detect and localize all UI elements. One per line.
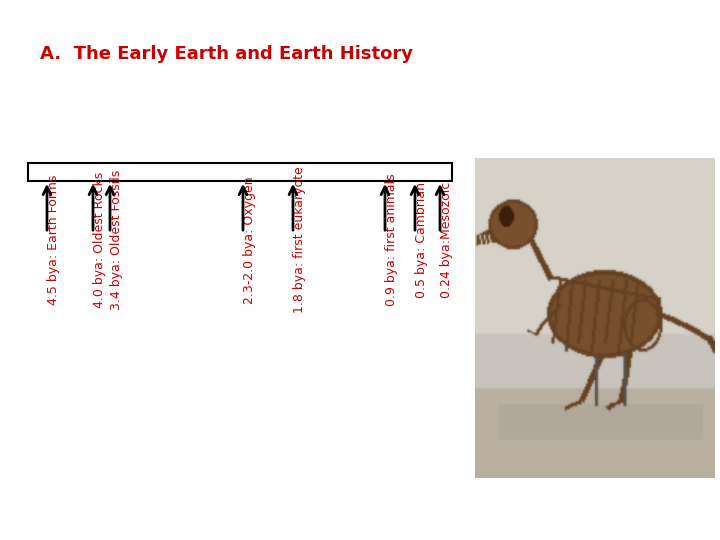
Text: 3.4 bya: Oldest Fossils: 3.4 bya: Oldest Fossils	[110, 170, 123, 310]
Text: 4.5 bya: Earth Forms: 4.5 bya: Earth Forms	[47, 175, 60, 305]
Text: 1.8 bya: first eukaryote: 1.8 bya: first eukaryote	[293, 167, 306, 313]
Text: 4.0 bya: Oldest Rocks: 4.0 bya: Oldest Rocks	[93, 172, 106, 308]
Text: 0.5 bya: Cambrian: 0.5 bya: Cambrian	[415, 182, 428, 298]
Text: 0.24 bya:Mesozoic: 0.24 bya:Mesozoic	[440, 182, 453, 298]
Text: 2.3-2.0 bya: Oxygen: 2.3-2.0 bya: Oxygen	[243, 176, 256, 304]
Bar	[28, 163, 452, 181]
Text: 0.9 bya: first animals: 0.9 bya: first animals	[385, 174, 398, 306]
Text: A.  The Early Earth and Earth History: A. The Early Earth and Earth History	[40, 45, 413, 63]
